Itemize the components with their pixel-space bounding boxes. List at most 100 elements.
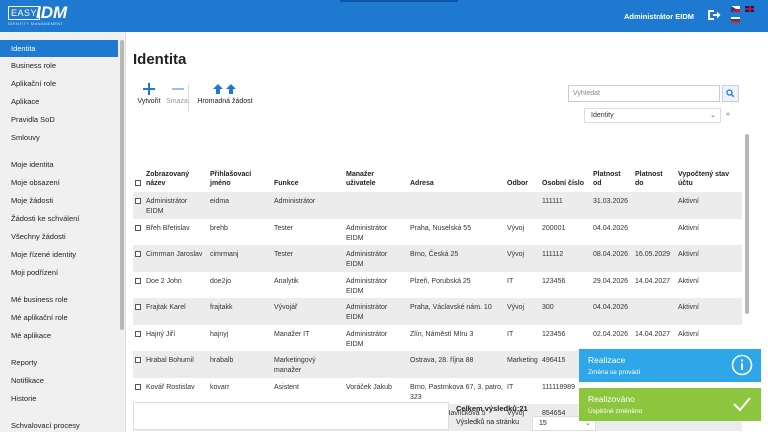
sidebar-item-me-business-role[interactable]: Mé business role (11, 295, 68, 304)
bulk-request-button[interactable]: Hromadná žádost (194, 83, 256, 105)
col-manager[interactable]: Manažer uživatele (346, 171, 376, 187)
cell-account-state: Aktivní (678, 304, 700, 311)
cell-valid-to: 14.04.2027 (635, 277, 671, 285)
sidebar-item-vsechny-zadosti[interactable]: Všechny žádosti (11, 232, 66, 241)
cell-function: Administrátor (274, 198, 316, 205)
search-button[interactable] (722, 85, 739, 102)
current-user[interactable]: Administrátor EIDM (623, 12, 694, 21)
cell-login: cimrmanj (210, 251, 239, 258)
sidebar-item-reporty[interactable]: Reporty (11, 358, 38, 367)
sidebar-item-zadosti-ke-schvaleni[interactable]: Žádosti ke schválení (11, 214, 80, 223)
row-checkbox[interactable] (135, 224, 141, 231)
cell-manager: Administrátor EIDM (346, 277, 388, 295)
flag-cz-icon[interactable] (731, 6, 740, 12)
top-bar-accent (340, 0, 458, 2)
toast-info-text: Změna se provádí (588, 369, 641, 376)
col-department[interactable]: Odbor (507, 180, 528, 187)
col-login[interactable]: Přihlašovací jméno (210, 171, 252, 187)
search-input[interactable] (568, 85, 720, 102)
chevron-down-icon: ⌄ (710, 112, 716, 119)
double-chevron-down-icon[interactable]: » (726, 111, 730, 118)
sidebar-item-moje-zadosti[interactable]: Moje žádosti (11, 196, 54, 205)
cell-login: kovarr (210, 383, 230, 391)
table-row[interactable]: Administrátor EIDM eidma Administrátor 1111… (133, 192, 742, 219)
sidebar-item-historie[interactable]: Historie (11, 394, 37, 403)
sidebar-item-identita[interactable]: Identita (0, 40, 118, 57)
cell-valid-to: 14.04.2027 (635, 330, 671, 338)
create-button[interactable]: Vytvořit (135, 83, 163, 105)
table-row[interactable]: Doe 2 John doe2jo Analytik Administrátor EI… (133, 272, 742, 299)
sidebar-item-moje-rizene-identity[interactable]: Moje řízené identity (11, 250, 77, 259)
row-checkbox[interactable] (135, 330, 141, 337)
toast-success-title: Realizováno (588, 394, 635, 404)
detail-box (133, 402, 449, 430)
cell-manager: Voráček Jakub (346, 383, 392, 391)
cell-display-name: Administrátor EIDM (146, 198, 188, 215)
toast-success[interactable]: Realizováno Úspěšně změněno (579, 388, 761, 421)
app-logo[interactable]: EASY IDM IDENTITY MANAGEMENT (8, 4, 68, 28)
cell-valid-from: 29.04.2026 (593, 277, 629, 285)
create-label: Vytvořit (137, 98, 161, 105)
cell-address: Praha, Václavské nám. 10 (410, 304, 492, 311)
table-scrollbar[interactable] (745, 134, 749, 314)
sidebar-item-pravidla-sod[interactable]: Pravidla SoD (11, 115, 55, 124)
info-icon (731, 354, 753, 376)
col-function[interactable]: Funkce (274, 180, 299, 187)
sidebar-item-moji-podrizeni[interactable]: Moji podřízení (11, 268, 59, 277)
table-row[interactable]: Hajný Jiří hajnyj Manažer IT Administrátor … (133, 325, 742, 352)
table-row[interactable]: Frajtak Karel frajtakk Vývojář Administráto… (133, 298, 742, 325)
col-account-state[interactable]: Vypočtený stav účtu (678, 171, 730, 187)
sidebar-item-aplikace[interactable]: Aplikace (11, 97, 40, 106)
bulk-request-label: Hromadná žádost (197, 98, 253, 105)
cell-address: Ostrava, 28. října 88 (410, 357, 474, 364)
sidebar-item-notifikace[interactable]: Notifikace (11, 376, 44, 385)
cell-display-name: Hrabal Bohumil (146, 357, 194, 364)
minus-icon (172, 88, 184, 90)
cell-department: IT (507, 383, 514, 391)
cell-account-state: Aktivní (678, 330, 700, 338)
cell-account-state: Aktivní (678, 251, 700, 258)
table-row[interactable]: Cimrman Jaroslav cimrmanj Tester Administrá… (133, 245, 742, 272)
toast-info[interactable]: Realizace Změna se provádí (579, 349, 761, 382)
cell-login: hrabalb (210, 357, 234, 364)
cell-valid-to: 16.05.2029 (635, 251, 671, 258)
row-checkbox[interactable] (135, 198, 141, 204)
col-valid-to[interactable]: Platnost do (635, 171, 663, 187)
sidebar-item-smlouvy[interactable]: Smlouvy (11, 133, 40, 142)
total-results: Celkem výsledků:21 (456, 404, 528, 413)
col-display-name[interactable]: Zobrazovaný název (146, 171, 190, 187)
cell-personal-number: 123456 (542, 330, 566, 338)
sidebar-item-me-aplikacni-role[interactable]: Mé aplikační role (11, 313, 68, 322)
sidebar-item-aplikacni-role[interactable]: Aplikační role (11, 79, 57, 88)
sidebar-item-schvalovaci-procesy[interactable]: Schvalovací procesy (11, 421, 80, 430)
cell-manager: Administrátor EIDM (346, 304, 388, 321)
cell-personal-number: 854654 (542, 410, 566, 417)
cell-login: frajtakk (210, 304, 233, 311)
cell-display-name: Cimrman Jaroslav (146, 251, 203, 258)
delete-button[interactable]: Smazat (166, 83, 190, 105)
table-row[interactable]: Břeh Břetislav brehb Tester Administrátor E… (133, 219, 742, 246)
top-bar: EASY IDM IDENTITY MANAGEMENT Administrát… (0, 0, 768, 32)
cell-address: Zlín, Náměstí Míru 3 (410, 330, 474, 338)
sidebar-item-business-role[interactable]: Business role (11, 61, 57, 70)
row-checkbox[interactable] (135, 357, 141, 363)
col-valid-from[interactable]: Platnost od (593, 171, 621, 187)
flag-sk-icon[interactable] (731, 17, 740, 23)
logout-icon[interactable] (707, 9, 721, 21)
sidebar-scrollbar[interactable] (120, 40, 124, 330)
sidebar-item-me-aplikace[interactable]: Mé aplikace (11, 331, 52, 340)
col-address[interactable]: Adresa (410, 180, 434, 187)
sidebar-item-moje-identita[interactable]: Moje identita (11, 160, 54, 169)
row-checkbox[interactable] (135, 383, 141, 390)
row-checkbox[interactable] (135, 277, 141, 284)
row-checkbox[interactable] (135, 251, 141, 257)
flag-gb-icon[interactable] (745, 6, 754, 12)
table-row[interactable]: Kovář Rostislav kovarr Asistent Voráček Jak… (133, 378, 742, 405)
row-checkbox[interactable] (135, 304, 141, 310)
col-personal-number[interactable]: Osobní číslo (542, 180, 585, 187)
per-page-label: Výsledků na stránku (456, 419, 520, 426)
sidebar-item-moje-obsazeni[interactable]: Moje obsazení (11, 178, 60, 187)
entity-type-select[interactable]: Identity ⌄ (584, 108, 721, 123)
select-all-checkbox[interactable] (135, 180, 141, 186)
cell-address: Brno, Pastrnkova 67, 3. patro, 323 (410, 383, 503, 401)
